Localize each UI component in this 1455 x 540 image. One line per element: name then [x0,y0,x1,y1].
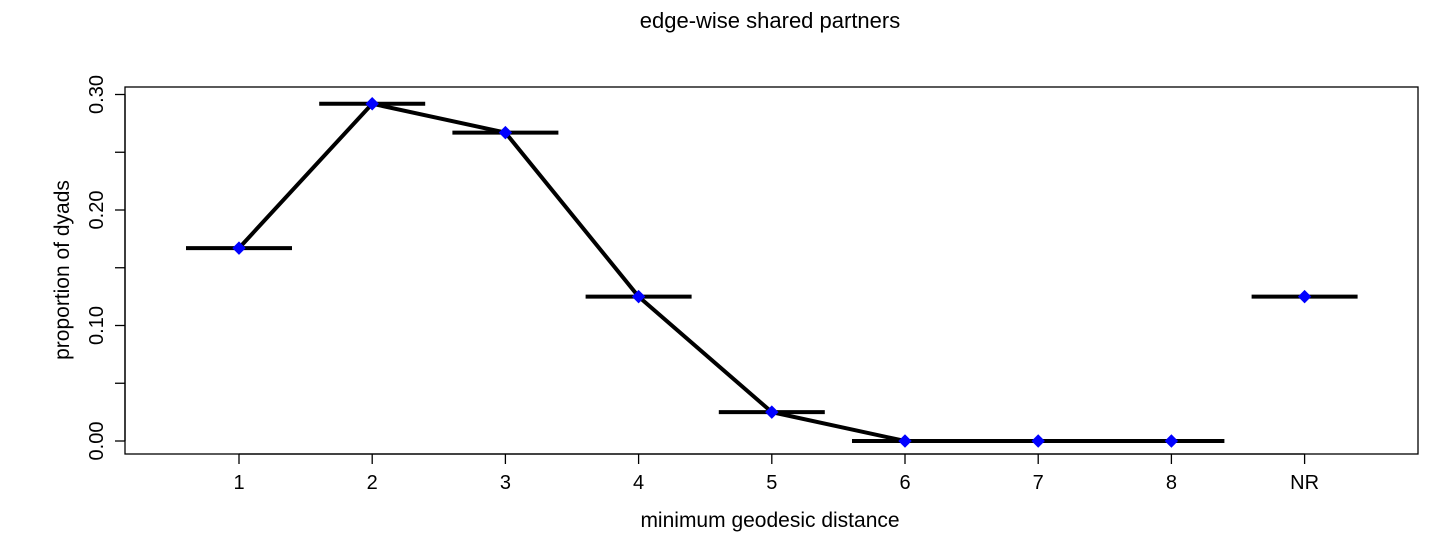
data-point [1031,434,1045,448]
x-tick-label: 4 [633,472,644,494]
series-line [237,101,1172,443]
observed-bars [186,101,1358,443]
y-axis-label: proportion of dyads [51,180,74,360]
x-tick-label: NR [1290,472,1319,494]
x-axis-label: minimum geodesic distance [640,509,899,532]
data-point [498,125,513,140]
data-point [898,434,912,448]
series-markers [232,97,1312,448]
data-point [232,241,246,255]
data-point [631,289,646,304]
y-axis: 0.00 0.10 0.20 0.30 [86,75,126,461]
x-tick-label: 8 [1166,472,1177,494]
x-tick-label: 1 [233,472,244,494]
y-tick-label: 0.20 [86,191,108,230]
x-tick-label: 3 [500,472,511,494]
x-tick-label: 5 [766,472,777,494]
y-tick-label: 0.30 [86,75,108,114]
x-tick-label: 6 [899,472,910,494]
data-point [765,405,779,419]
plot-frame [124,86,1419,455]
chart-title: edge-wise shared partners [640,8,900,33]
y-tick-label: 0.10 [86,306,108,345]
series-polyline [237,101,1172,443]
data-point [1164,434,1179,448]
x-tick-label: 7 [1033,472,1044,494]
data-point [1297,289,1312,304]
data-point [365,97,379,111]
y-tick-label: 0.00 [86,422,108,461]
x-tick-label: 2 [367,472,378,494]
x-axis: 1 2 3 4 5 6 7 8 NR [233,453,1319,494]
